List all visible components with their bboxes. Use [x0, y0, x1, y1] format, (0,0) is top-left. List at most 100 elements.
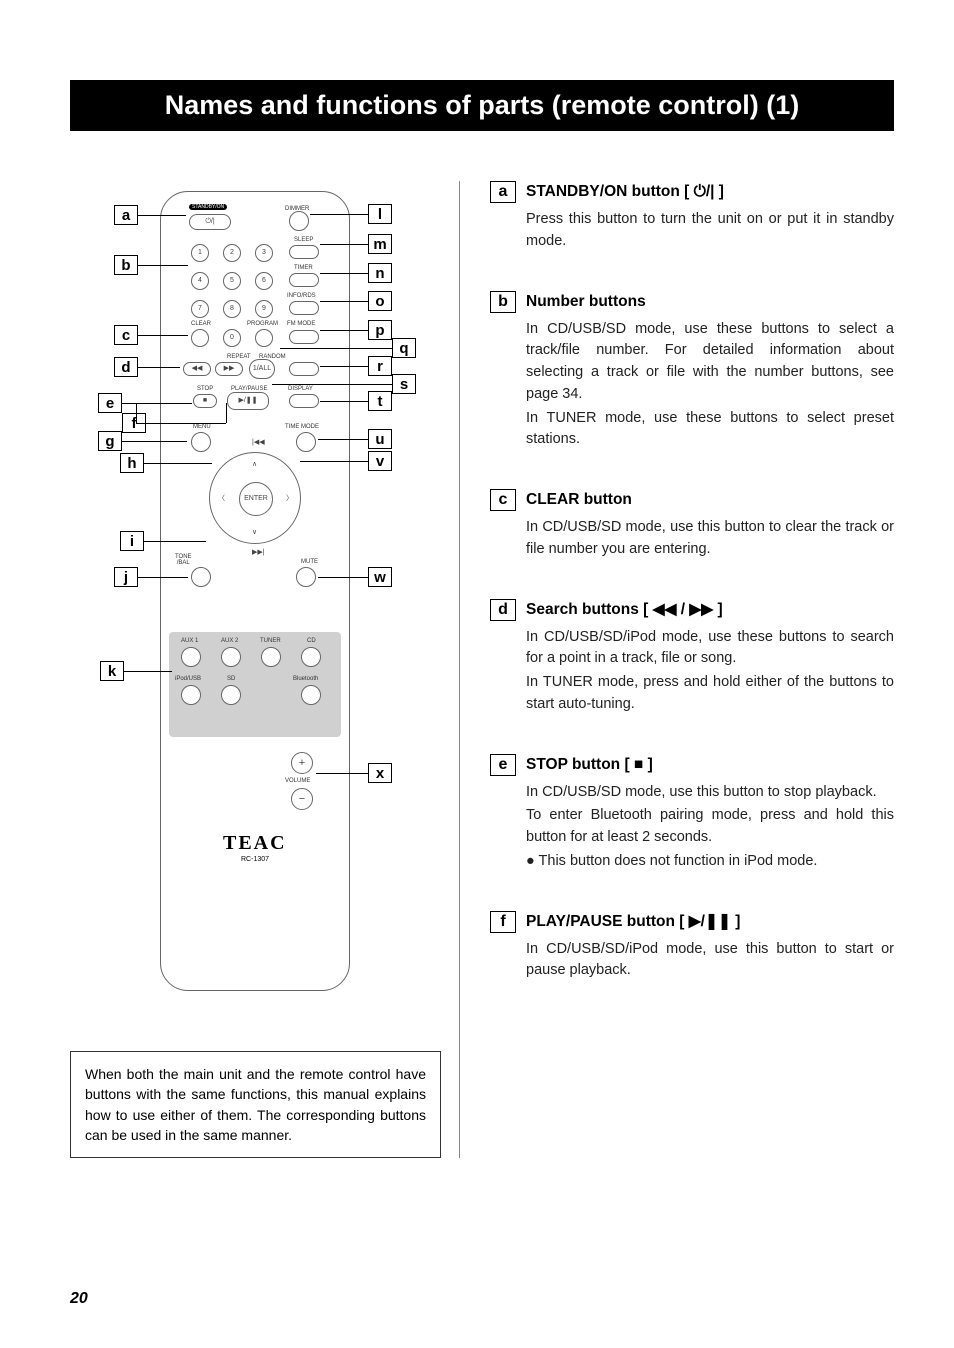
- lbl-tone: TONE /BAL: [175, 554, 192, 566]
- callout-c: c: [114, 325, 138, 345]
- left-column: STANDBY/ON DIMMER ⏻/| SLEEP 1 2 3 TIMER …: [70, 181, 460, 1158]
- btn-rew: ◀◀: [183, 362, 211, 376]
- func-title: Number buttons: [526, 293, 646, 311]
- lbl-tuner: TUNER: [260, 638, 281, 644]
- lbl-prog: PROGRAM: [247, 321, 278, 327]
- btn-tone: [191, 567, 211, 587]
- num-3: 3: [255, 244, 273, 262]
- num-4: 4: [191, 272, 209, 290]
- func-body: In CD/USB/SD/iPod mode, use this button …: [526, 939, 894, 983]
- btn-repeat: 1/ALL: [249, 359, 275, 379]
- callout-u: u: [368, 429, 392, 449]
- callout-h: h: [120, 453, 144, 473]
- num-9: 9: [255, 300, 273, 318]
- callout-s: s: [392, 374, 416, 394]
- lbl-mute: MUTE: [301, 559, 318, 565]
- callout-t: t: [368, 391, 392, 411]
- num-8: 8: [223, 300, 241, 318]
- btn-bt: [301, 685, 321, 705]
- btn-standby: ⏻/|: [189, 214, 231, 230]
- brand: TEAC: [223, 832, 287, 855]
- func-id-box: b: [490, 291, 516, 313]
- callout-r: r: [368, 356, 392, 376]
- num-1: 1: [191, 244, 209, 262]
- btn-program: [255, 329, 273, 347]
- lbl-sd: SD: [227, 676, 235, 682]
- func-body: In CD/USB/SD/iPod mode, use these button…: [526, 627, 894, 716]
- func-id-box: e: [490, 754, 516, 776]
- func-title: STOP button [ ■ ]: [526, 756, 653, 774]
- lbl-timer: TIMER: [294, 265, 313, 271]
- func-id-box: d: [490, 599, 516, 621]
- callout-a: a: [114, 205, 138, 225]
- func-title: CLEAR button: [526, 491, 632, 509]
- callout-n: n: [368, 263, 392, 283]
- remote-diagram: STANDBY/ON DIMMER ⏻/| SLEEP 1 2 3 TIMER …: [70, 181, 441, 1021]
- page-title: Names and functions of parts (remote con…: [70, 80, 894, 131]
- function-d: dSearch buttons [ ◀◀ / ▶▶ ]In CD/USB/SD/…: [490, 599, 894, 716]
- function-a: aSTANDBY/ON button [ ⏻/| ]Press this but…: [490, 181, 894, 253]
- btn-enter: ENTER: [239, 482, 273, 516]
- callout-w: w: [368, 567, 392, 587]
- func-body: In CD/USB/SD mode, use this button to st…: [526, 782, 894, 873]
- func-title: STANDBY/ON button [ ⏻/| ]: [526, 183, 724, 201]
- lbl-cd: CD: [307, 638, 316, 644]
- lbl-fmmode: FM MODE: [287, 321, 315, 327]
- btn-display: [289, 394, 319, 408]
- btn-ipod: [181, 685, 201, 705]
- function-f: f PLAY/PAUSE button [ ▶/❚❚ ] In CD/USB/SD/…: [490, 911, 894, 983]
- func-id-box: f: [490, 911, 516, 933]
- function-e: e STOP button [ ■ ] In CD/USB/SD mode, use…: [490, 754, 894, 873]
- lbl-info: INFO/RDS: [287, 293, 316, 299]
- callout-l: l: [368, 204, 392, 224]
- lbl-stop: STOP: [197, 386, 213, 392]
- callout-b: b: [114, 255, 138, 275]
- btn-stop: ■: [193, 394, 217, 408]
- lbl-aux2: AUX 2: [221, 638, 238, 644]
- note-box: When both the main unit and the remote c…: [70, 1051, 441, 1158]
- num-0: 0: [223, 329, 241, 347]
- model: RC-1307: [241, 856, 269, 863]
- num-2: 2: [223, 244, 241, 262]
- lbl-standby: STANDBY/ON: [189, 204, 227, 210]
- btn-vol-up: +: [291, 752, 313, 774]
- lbl-volume: VOLUME: [285, 778, 310, 784]
- btn-timemode: [296, 432, 316, 452]
- callout-j: j: [114, 567, 138, 587]
- btn-sleep: [289, 245, 319, 259]
- d-pad: |◀◀ ▶▶| ∧ ∨ 〈 〉 ENTER: [209, 452, 301, 544]
- func-id-box: c: [490, 489, 516, 511]
- callout-i: i: [120, 531, 144, 551]
- lbl-clear: CLEAR: [191, 321, 211, 327]
- btn-info: [289, 301, 319, 315]
- callout-v: v: [368, 451, 392, 471]
- btn-play: ▶/❚❚: [227, 392, 269, 410]
- lbl-bt: Bluetooth: [293, 676, 318, 682]
- callout-m: m: [368, 234, 392, 254]
- btn-menu: [191, 432, 211, 452]
- func-title: PLAY/PAUSE button [ ▶/❚❚ ]: [526, 912, 740, 931]
- remote-body: STANDBY/ON DIMMER ⏻/| SLEEP 1 2 3 TIMER …: [160, 191, 350, 991]
- lbl-menu: MENU: [193, 424, 211, 430]
- right-column: aSTANDBY/ON button [ ⏻/| ]Press this but…: [480, 181, 894, 1158]
- page-number: 20: [70, 1290, 88, 1308]
- num-5: 5: [223, 272, 241, 290]
- callout-o: o: [368, 291, 392, 311]
- function-b: b Number buttons In CD/USB/SD mode, use th…: [490, 291, 894, 452]
- func-body: In CD/USB/SD mode, use these buttons to …: [526, 319, 894, 452]
- callout-k: k: [100, 661, 124, 681]
- func-id-box: a: [490, 181, 516, 203]
- btn-dimmer: [289, 211, 309, 231]
- function-c: cCLEAR buttonIn CD/USB/SD mode, use this…: [490, 489, 894, 561]
- btn-timer: [289, 273, 319, 287]
- btn-clear: [191, 329, 209, 347]
- callout-q: q: [392, 338, 416, 358]
- callout-e: e: [98, 393, 122, 413]
- callout-x: x: [368, 763, 392, 783]
- lbl-repeat: REPEAT: [227, 354, 251, 360]
- btn-cd: [301, 647, 321, 667]
- btn-aux2: [221, 647, 241, 667]
- num-7: 7: [191, 300, 209, 318]
- lbl-sleep: SLEEP: [294, 237, 313, 243]
- btn-ff: ▶▶: [215, 362, 243, 376]
